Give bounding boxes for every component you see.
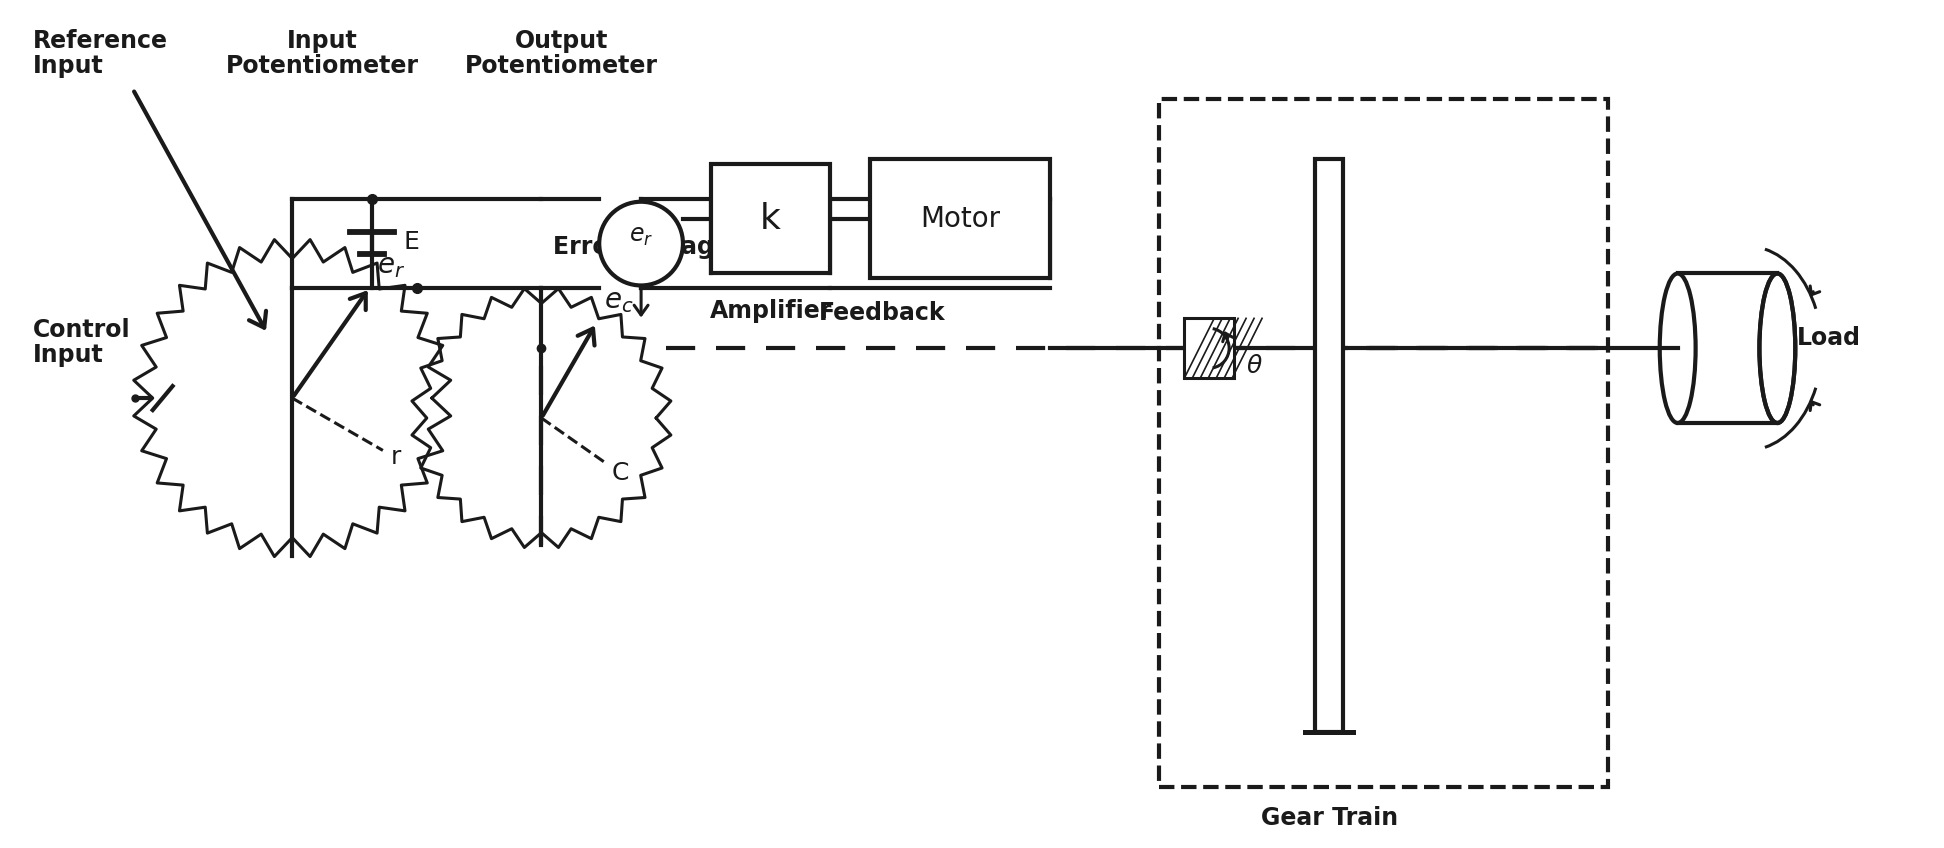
Text: Amplifier: Amplifier (710, 299, 832, 323)
Text: Load: Load (1798, 326, 1860, 350)
Text: E: E (404, 230, 420, 254)
Text: k: k (760, 202, 781, 236)
Text: r: r (391, 445, 400, 470)
Text: $e_c$: $e_c$ (605, 287, 634, 315)
Text: Potentiometer: Potentiometer (465, 54, 657, 78)
Text: Reference: Reference (33, 30, 167, 53)
Text: Motor: Motor (920, 204, 999, 232)
Text: Potentiometer: Potentiometer (226, 54, 418, 78)
Bar (1184, 318, 1234, 378)
Text: Input: Input (33, 343, 103, 367)
Text: Error Voltage: Error Voltage (552, 235, 729, 259)
Text: C: C (612, 461, 630, 485)
Text: Feedback: Feedback (818, 301, 945, 326)
Text: Gear Train: Gear Train (1262, 806, 1398, 829)
Circle shape (599, 202, 682, 286)
Text: Input: Input (33, 54, 103, 78)
Text: $\theta$: $\theta$ (1246, 354, 1264, 378)
Text: Input: Input (288, 30, 358, 53)
Text: $e_r$: $e_r$ (377, 252, 406, 280)
Bar (1159, 99, 1608, 787)
Bar (1314, 159, 1343, 732)
Bar (712, 164, 830, 274)
Text: $e_r$: $e_r$ (630, 224, 653, 248)
Text: Output: Output (515, 30, 608, 53)
Bar (871, 159, 1050, 278)
Ellipse shape (1759, 274, 1796, 423)
Text: Control: Control (33, 318, 130, 343)
